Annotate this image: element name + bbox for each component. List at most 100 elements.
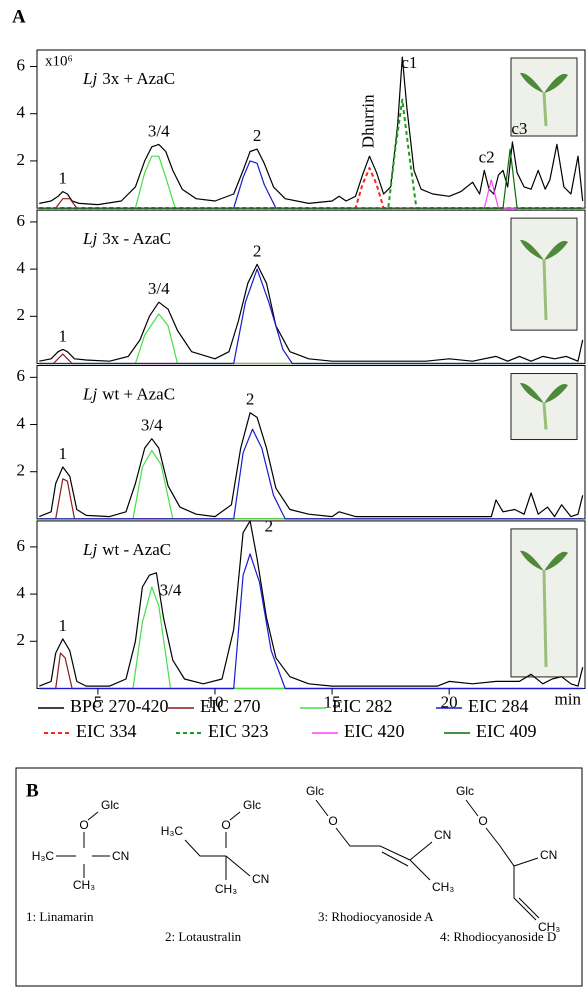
peak-label: 2 — [253, 241, 262, 260]
bond — [465, 799, 540, 921]
compound-name: 4: Rhodiocyanoside D — [440, 929, 556, 944]
atom: CH₃ — [215, 882, 237, 896]
leaf — [544, 240, 568, 261]
atom: CH₃ — [432, 880, 454, 894]
peak-label: 3/4 — [148, 121, 170, 140]
y-tick-label: 2 — [17, 630, 26, 649]
peak-label: c3 — [511, 119, 527, 138]
y-tick-label: 4 — [17, 258, 26, 277]
atom: Glc — [243, 798, 261, 812]
x-tick-label: 15 — [324, 692, 341, 711]
legend-label: EIC 409 — [476, 721, 537, 741]
y-axis-unit: x10⁶ — [45, 53, 73, 69]
trace — [39, 652, 583, 690]
leaf — [544, 384, 568, 404]
leaf — [520, 383, 544, 404]
trace — [39, 263, 584, 362]
trace — [39, 313, 583, 365]
stem — [542, 93, 548, 127]
compound-name: 3: Rhodiocyanoside A — [318, 909, 434, 924]
trace — [39, 268, 583, 365]
x-tick-label: 5 — [94, 692, 103, 711]
legend-label: BPC 270-420 — [70, 696, 169, 716]
y-tick-label: 2 — [17, 150, 26, 169]
panel-title-italic: Lj — [82, 229, 97, 248]
legend-label: EIC 270 — [200, 696, 261, 716]
atom: H₃C — [161, 824, 184, 838]
leaf — [520, 72, 544, 94]
panel-b: B Glc O H₃C CN CH₃ 1: Linamarin Glc O H₃… — [15, 767, 583, 987]
panel-title-text: 3x - AzaC — [102, 229, 171, 248]
bond — [315, 799, 433, 881]
panel-title-text: wt - AzaC — [102, 540, 171, 559]
legend-label: EIC 420 — [344, 721, 405, 741]
peak-label: c2 — [479, 147, 495, 166]
atom: O — [478, 814, 487, 828]
panel-label: A — [12, 6, 26, 27]
y-tick-label: 6 — [17, 55, 26, 74]
trace — [39, 520, 584, 687]
trace — [39, 155, 583, 209]
peak-label: 1 — [59, 326, 68, 345]
seedling-photo — [510, 528, 578, 678]
panel-title: Lj wt + AzaC — [82, 384, 175, 403]
legend-label: EIC 284 — [468, 696, 529, 716]
y-tick-label: 4 — [17, 103, 26, 122]
bond — [184, 811, 251, 880]
atom: Glc — [101, 798, 119, 812]
trace — [39, 148, 583, 209]
atom: O — [79, 818, 88, 832]
panel-title: Lj 3x - AzaC — [82, 229, 171, 248]
atom: CH₃ — [73, 878, 95, 892]
atom: CN — [112, 849, 129, 863]
trace — [39, 412, 584, 518]
peak-label: 1 — [59, 616, 68, 635]
atom: Glc — [456, 784, 474, 798]
trace — [39, 167, 583, 210]
bond — [56, 811, 110, 878]
panel-b-frame — [15, 767, 583, 987]
peak-label: 1 — [59, 169, 68, 188]
legend-label: EIC 282 — [332, 696, 393, 716]
panel-title-italic: Lj — [82, 540, 97, 559]
y-tick-label: 2 — [17, 305, 26, 324]
y-tick-label: 4 — [17, 583, 26, 602]
structure: Glc O H₃C CN CH₃ 1: Linamarin — [26, 798, 129, 924]
trace — [39, 553, 583, 690]
structure: Glc O H₃C CN CH₃ 2: Lotaustralin — [161, 798, 270, 944]
peak-label: Dhurrin — [358, 94, 377, 148]
leaf — [520, 550, 544, 571]
atom: O — [221, 818, 230, 832]
peak-label: 2 — [253, 126, 262, 145]
peak-label: 3/4 — [141, 416, 163, 435]
legend-label: EIC 334 — [76, 721, 137, 741]
y-tick-label: 6 — [17, 211, 26, 230]
panel-title-italic: Lj — [82, 69, 97, 88]
seedling-photo — [510, 373, 578, 441]
photo-frame — [510, 57, 578, 137]
legend-label: EIC 323 — [208, 721, 269, 741]
x-axis-label: min — [555, 689, 582, 708]
atom: O — [328, 814, 337, 828]
stem — [542, 403, 548, 430]
stem — [542, 260, 548, 321]
y-tick-label: 6 — [17, 536, 26, 555]
trace — [39, 160, 583, 209]
panel-title: Lj 3x + AzaC — [82, 69, 175, 88]
peak-label: 1 — [59, 444, 68, 463]
atom: CH₃ — [538, 920, 560, 934]
panel-title-text: 3x + AzaC — [102, 69, 175, 88]
panel-title: Lj wt - AzaC — [82, 540, 171, 559]
trace — [39, 98, 583, 210]
peak-label: 3/4 — [160, 580, 182, 599]
seedling-photo — [510, 57, 578, 137]
seedling-photo — [510, 217, 578, 331]
structure: Glc O CN CH₃ 4: Rhodiocyanoside D — [440, 784, 560, 944]
atom: H₃C — [32, 849, 55, 863]
x-tick-label: 20 — [441, 692, 458, 711]
panel-label: B — [26, 780, 39, 801]
atom: CN — [252, 872, 269, 886]
x-tick-label: 10 — [206, 692, 223, 711]
peak-label: c1 — [401, 53, 417, 72]
